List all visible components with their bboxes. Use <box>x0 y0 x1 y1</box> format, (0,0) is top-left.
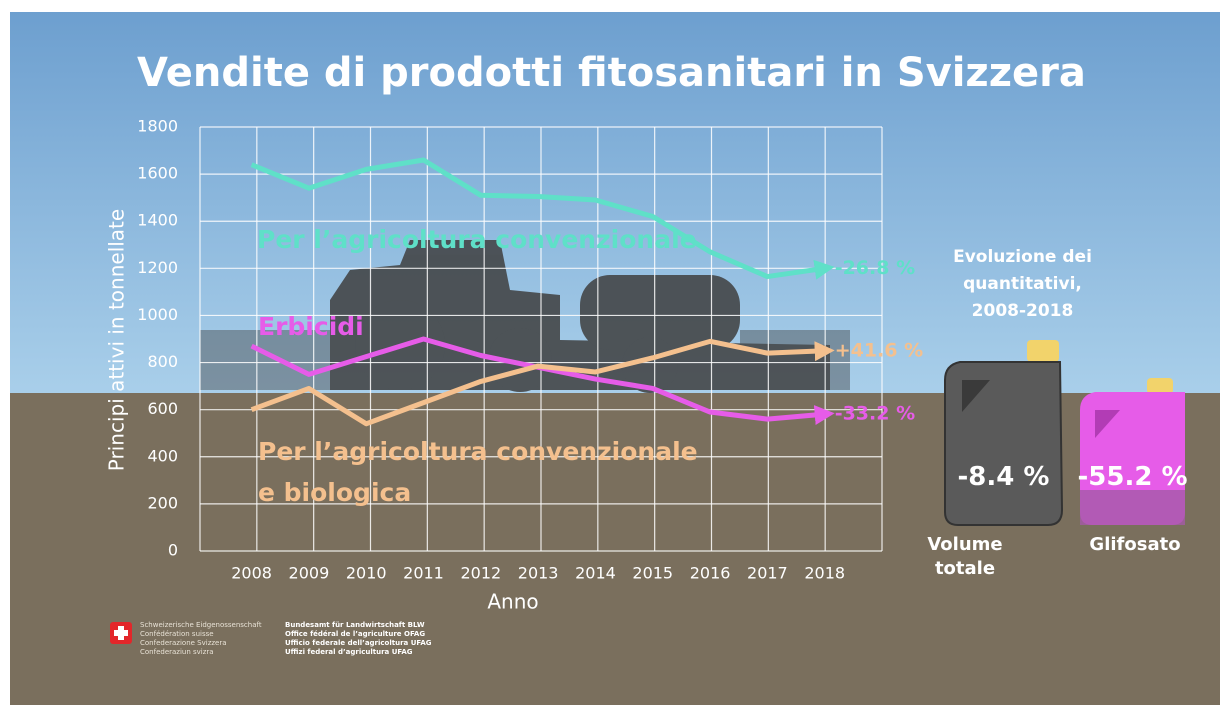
series-name: Per l’agricoltura convenzionale e biolog… <box>258 431 698 513</box>
jug-glyphosate <box>1080 378 1185 525</box>
x-tick-label: 2016 <box>690 564 731 583</box>
footer-line: Ufficio federale dell’agricoltura UFAG <box>285 639 432 648</box>
footer-line: Confédération suisse <box>140 630 262 639</box>
chart-title: Vendite di prodotti fitosanitari in Sviz… <box>137 50 1086 96</box>
x-tick-label: 2015 <box>632 564 673 583</box>
footer-line: Confederazione Svizzera <box>140 639 262 648</box>
end-label: -26.8 % <box>835 257 915 279</box>
x-tick-label: 2008 <box>231 564 272 583</box>
series-name: Erbicidi <box>258 306 458 347</box>
y-tick-label: 1000 <box>137 305 178 324</box>
swiss-flag <box>110 622 132 644</box>
summary-change: -8.4 % <box>945 462 1062 492</box>
series-name: Per l’agricoltura convenzionale <box>257 219 717 260</box>
x-tick-label: 2013 <box>518 564 559 583</box>
x-tick-label: 2018 <box>804 564 845 583</box>
x-tick-label: 2014 <box>575 564 616 583</box>
end-label: +41.6 % <box>835 339 923 361</box>
y-tick-label: 1800 <box>137 117 178 136</box>
chart: Vendite di prodotti fitosanitari in Sviz… <box>0 0 1230 718</box>
x-tick-label: 2009 <box>289 564 330 583</box>
x-tick-label: 2010 <box>346 564 387 583</box>
x-tick-label: 2017 <box>747 564 788 583</box>
y-tick-label: 400 <box>147 446 178 465</box>
x-tick-label: 2011 <box>403 564 444 583</box>
x-tick-label: 2012 <box>460 564 501 583</box>
summary-change: -55.2 % <box>1074 462 1191 492</box>
y-tick-label: 1600 <box>137 164 178 183</box>
summary-title: Evoluzione dei quantitativi, 2008-2018 <box>940 244 1105 325</box>
y-tick-label: 1400 <box>137 211 178 230</box>
end-label: -33.2 % <box>835 403 915 425</box>
summary-label: Glifosato <box>1080 533 1190 557</box>
infographic: Vendite di prodotti fitosanitari in Sviz… <box>0 0 1230 718</box>
footer-line: Bundesamt für Landwirtschaft BLW <box>285 621 432 630</box>
jug-total <box>945 340 1062 525</box>
y-tick-label: 600 <box>147 399 178 418</box>
y-tick-label: 800 <box>147 352 178 371</box>
footer-line: Schweizerische Eidgenossenschaft <box>140 621 262 630</box>
footer-line: Confederaziun svizra <box>140 648 262 657</box>
y-axis-label: Principi attivi in tonnellate <box>105 209 129 471</box>
x-axis-label: Anno <box>487 590 538 614</box>
y-tick-label: 200 <box>147 493 178 512</box>
footer-line: Office fédéral de l’agriculture OFAG <box>285 630 432 639</box>
y-tick-label: 1200 <box>137 258 178 277</box>
footer-line: Uffizi federal d’agricultura UFAG <box>285 648 432 657</box>
summary-label: Volume totale <box>915 533 1015 581</box>
y-tick-label: 0 <box>168 541 178 560</box>
